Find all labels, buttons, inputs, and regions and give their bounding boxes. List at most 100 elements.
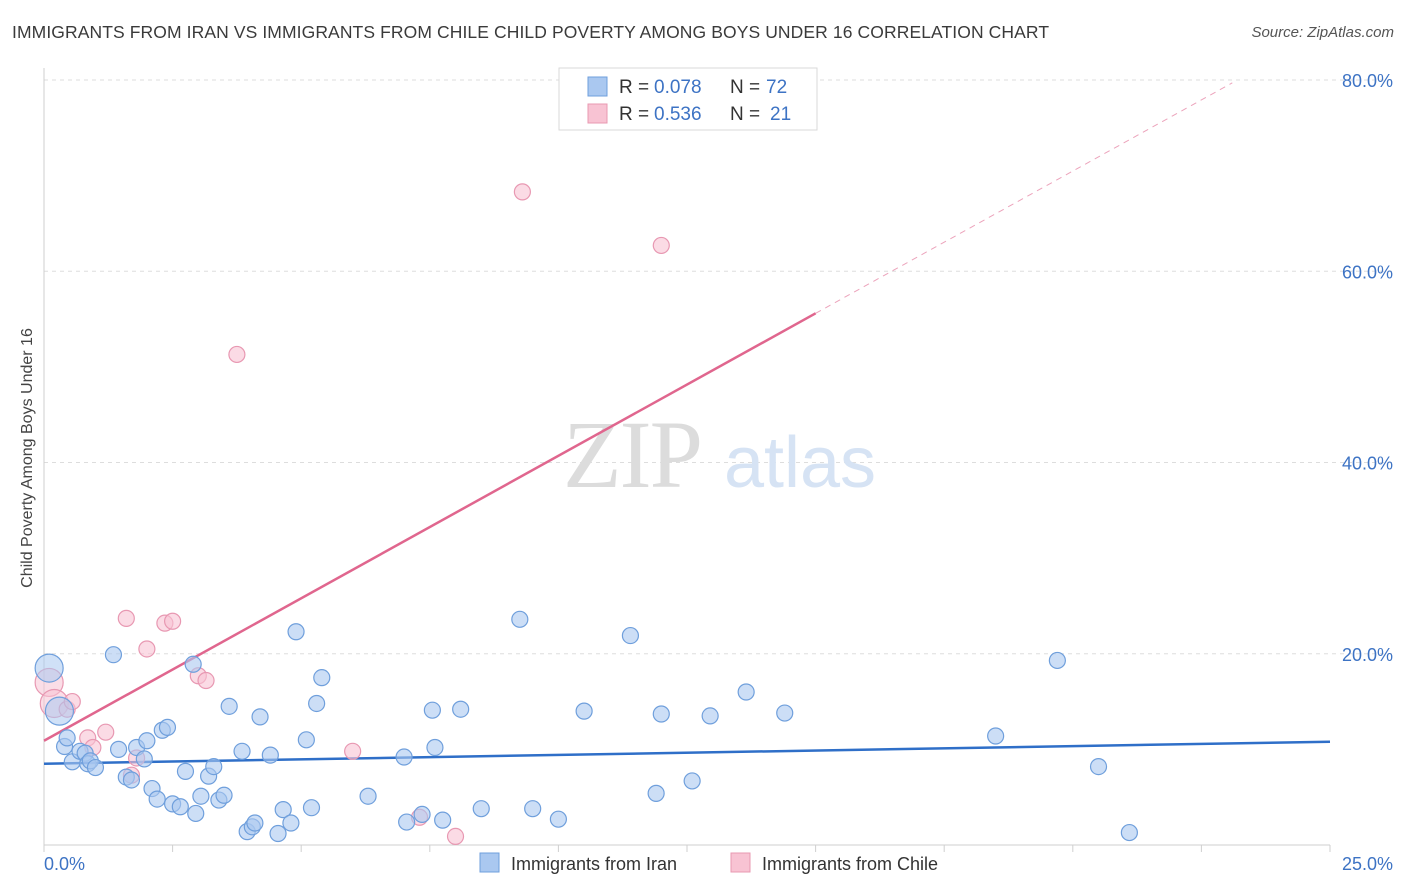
point-iran-22 bbox=[171, 798, 189, 816]
point-iran-54 bbox=[472, 800, 490, 818]
point-iran-68 bbox=[1089, 757, 1108, 776]
stats-legend: R = 0.078 N = 72 R = 0.536 N = 21 bbox=[558, 67, 818, 131]
point-iran-43 bbox=[302, 799, 321, 817]
legend-swatch-chile bbox=[730, 852, 751, 873]
point-iran-44 bbox=[308, 694, 326, 713]
trend-line-chile-extension bbox=[815, 82, 1233, 314]
legend-label-chile: Immigrants from Chile bbox=[762, 854, 938, 874]
gridlines bbox=[44, 79, 1392, 655]
stats-r-label-chile: R = bbox=[619, 104, 649, 125]
stats-r-label-iran: R = bbox=[619, 77, 649, 98]
point-iran-42 bbox=[297, 731, 315, 749]
point-iran-55 bbox=[511, 610, 529, 628]
point-iran-61 bbox=[652, 705, 670, 723]
point-iran-24 bbox=[184, 655, 202, 673]
point-iran-57 bbox=[549, 810, 568, 828]
watermark-atlas: atlas bbox=[724, 423, 876, 503]
tick-labels: 20.0% 40.0% 60.0% 80.0% 0.0% 25.0% bbox=[44, 71, 1393, 874]
point-chile-15 bbox=[228, 345, 246, 364]
point-iran-20 bbox=[158, 718, 177, 736]
point-chile-16 bbox=[344, 742, 362, 760]
point-iran-45 bbox=[313, 669, 331, 687]
watermark: ZIP atlas bbox=[563, 401, 876, 508]
trend-line-chile bbox=[43, 312, 817, 742]
point-iran-23 bbox=[176, 762, 195, 780]
point-chile-6 bbox=[97, 723, 115, 741]
series-legend: Immigrants from Iran Immigrants from Chi… bbox=[479, 852, 938, 874]
point-iran-1 bbox=[44, 696, 75, 726]
trend-line-iran bbox=[43, 740, 1331, 765]
point-iran-3 bbox=[58, 729, 76, 747]
point-iran-13 bbox=[122, 771, 141, 789]
point-iran-48 bbox=[398, 813, 416, 831]
point-iran-41 bbox=[287, 623, 305, 641]
point-iran-49 bbox=[413, 805, 431, 824]
point-iran-63 bbox=[701, 707, 719, 725]
point-iran-30 bbox=[215, 786, 233, 804]
point-iran-64 bbox=[737, 683, 755, 701]
y-tick-label-3: 80.0% bbox=[1342, 71, 1393, 91]
point-iran-53 bbox=[452, 700, 470, 718]
point-iran-25 bbox=[187, 804, 205, 823]
y-tick-label-0: 20.0% bbox=[1342, 645, 1393, 665]
point-iran-46 bbox=[359, 787, 377, 805]
point-iran-39 bbox=[274, 801, 292, 819]
point-iran-35 bbox=[246, 814, 264, 832]
point-iran-9 bbox=[86, 758, 105, 777]
y-tick-label-1: 40.0% bbox=[1342, 454, 1393, 474]
chart-title: IMMIGRANTS FROM IRAN VS IMMIGRANTS FROM … bbox=[12, 22, 1050, 42]
point-iran-59 bbox=[621, 626, 640, 645]
stats-swatch-iran bbox=[587, 76, 608, 97]
point-iran-65 bbox=[776, 704, 794, 722]
stats-r-value-chile: 0.536 bbox=[654, 104, 702, 125]
point-iran-10 bbox=[104, 646, 123, 664]
point-iran-58 bbox=[575, 702, 593, 720]
point-iran-11 bbox=[109, 740, 128, 758]
point-iran-56 bbox=[524, 800, 542, 818]
source-label: Source: ZipAtlas.com bbox=[1251, 24, 1394, 41]
point-iran-51 bbox=[426, 738, 444, 757]
watermark-zip: ZIP bbox=[563, 401, 701, 508]
stats-n-value-iran: 72 bbox=[766, 77, 787, 98]
point-iran-69 bbox=[1120, 823, 1138, 842]
point-chile-14 bbox=[197, 671, 215, 690]
axes bbox=[43, 68, 1331, 852]
point-iran-66 bbox=[987, 727, 1005, 745]
point-chile-19 bbox=[513, 183, 531, 201]
point-chile-10 bbox=[138, 640, 156, 658]
point-iran-28 bbox=[205, 757, 223, 776]
point-iran-36 bbox=[251, 708, 269, 726]
point-iran-16 bbox=[138, 732, 156, 750]
x-tick-label-0: 0.0% bbox=[44, 854, 85, 874]
point-iran-32 bbox=[233, 742, 251, 760]
stats-r-value-iran: 0.078 bbox=[654, 77, 702, 98]
point-iran-38 bbox=[269, 824, 287, 843]
trend-lines bbox=[43, 82, 1331, 765]
point-iran-37 bbox=[261, 746, 279, 764]
point-iran-52 bbox=[434, 811, 452, 829]
point-iran-31 bbox=[220, 697, 238, 715]
stats-n-label-iran: N = bbox=[730, 77, 760, 98]
point-iran-15 bbox=[135, 750, 153, 768]
stats-n-value-chile: 21 bbox=[770, 104, 791, 125]
point-iran-0 bbox=[34, 653, 64, 683]
point-iran-26 bbox=[192, 787, 210, 805]
point-chile-20 bbox=[652, 236, 670, 255]
point-iran-67 bbox=[1048, 651, 1066, 670]
point-iran-40 bbox=[282, 814, 300, 832]
data-points bbox=[34, 183, 1138, 845]
legend-label-iran: Immigrants from Iran bbox=[511, 854, 677, 874]
point-iran-62 bbox=[683, 772, 701, 790]
point-iran-60 bbox=[647, 784, 665, 802]
stats-swatch-chile bbox=[587, 103, 608, 124]
y-tick-label-2: 60.0% bbox=[1342, 262, 1393, 282]
stats-n-label-chile: N = bbox=[730, 104, 760, 125]
point-chile-7 bbox=[117, 609, 135, 627]
legend-swatch-iran bbox=[479, 852, 500, 873]
point-iran-47 bbox=[395, 748, 413, 766]
point-chile-12 bbox=[164, 612, 182, 630]
point-iran-18 bbox=[148, 790, 166, 808]
point-iran-50 bbox=[423, 701, 441, 719]
x-tick-label-1: 25.0% bbox=[1342, 854, 1393, 874]
